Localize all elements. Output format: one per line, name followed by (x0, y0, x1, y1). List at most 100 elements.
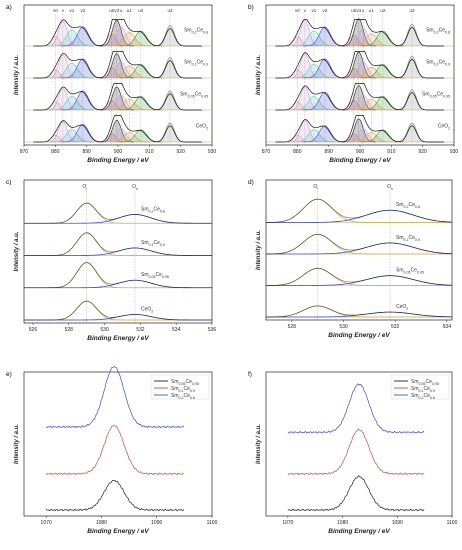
legend-label-part: Sm (411, 393, 419, 399)
series-label: CeO2 (196, 124, 208, 131)
envelope-line (265, 305, 453, 318)
surface-oxygen-peak (266, 275, 453, 286)
peak-label: u1 (127, 8, 133, 13)
panel-a: 870 880 890 900 910 920 930 Binding Energy / eV… (6, 4, 216, 164)
legend-label-sub: 0.8 (190, 396, 195, 400)
legend-label-sub: 0.9 (190, 389, 195, 393)
legend-label-sub: 0.95 (192, 382, 199, 386)
peak-label: u (362, 8, 365, 13)
component-peak (49, 96, 94, 111)
series-label-part: CeO (196, 124, 206, 130)
series-label-part: Sm (426, 28, 434, 34)
x-tick-label: 870 (20, 149, 29, 155)
legend-label-sub: 0.8 (430, 396, 435, 400)
series-label: Sm0.1Ce0.9 (141, 240, 165, 247)
series-label-part: Sm (141, 240, 149, 246)
series-label-sub: 2 (406, 307, 408, 311)
envelope-line (33, 19, 202, 47)
series-label: Sm0.05Ce0.95 (141, 272, 169, 279)
series-label-sub: 0.2 (404, 205, 409, 209)
series-label-part: Ce (154, 240, 161, 246)
component-peak (102, 94, 140, 111)
series-label: Sm0.2Ce0.8 (141, 206, 165, 213)
x-tick-label: 920 (176, 149, 185, 155)
peak-label: u2 (380, 8, 386, 13)
series-label: Sm0.2Ce0.8 (184, 28, 208, 35)
component-peak (106, 65, 152, 79)
x-tick-label: 530 (100, 327, 109, 333)
legend-label-sub: 0.95 (432, 382, 439, 386)
series-label: CeO2 (396, 304, 408, 311)
component-peak (45, 87, 80, 111)
x-axis-label: Binding Energy / eV (329, 157, 391, 164)
legend-label-sub: 0.05 (419, 382, 426, 386)
lattice-oxygen-peak (265, 198, 452, 223)
x-tick-label: 900 (114, 149, 123, 155)
y-axis-label: Intensity / a.u. (14, 231, 20, 271)
series-label-sub: 0.05 (430, 95, 437, 99)
series-label-part: Sm (396, 202, 404, 208)
peak-label: u2 (138, 8, 144, 13)
sm3d-spectrum-line (287, 383, 425, 434)
series-label-sub: 0.8 (415, 205, 420, 209)
series-label-part: Sm (141, 206, 149, 212)
x-tick-label: 528 (65, 327, 74, 333)
sm3d-spectrum-line (287, 428, 425, 476)
y-axis-label: Intensity / a.u. (256, 55, 262, 95)
series-label-sub: 0.05 (188, 95, 195, 99)
x-tick-label: 1080 (96, 520, 107, 526)
peak-label: u3 (168, 8, 174, 13)
legend-label-part: Sm (171, 386, 179, 392)
series-label-sub: 0.1 (192, 63, 197, 67)
series-label: Sm0.2Ce0.8 (396, 202, 420, 209)
envelope-line (275, 51, 444, 79)
series-label-part: Ce (409, 202, 416, 208)
label-sub: s (391, 187, 393, 191)
component-peak (106, 132, 152, 143)
envelope-line (265, 198, 453, 223)
label-part: O (313, 184, 317, 190)
x-tick-label: 532 (136, 327, 145, 333)
series-label-sub: 0.8 (203, 31, 208, 35)
series-label-sub: 0.2 (192, 31, 197, 35)
peak-label: u (120, 8, 123, 13)
series-label-part: Sm (396, 235, 404, 241)
label-sub: s (136, 187, 138, 191)
legend-label-part: Ce (184, 386, 191, 392)
component-peak (287, 119, 322, 143)
series-label: Sm0.05Ce0.95 (422, 92, 450, 99)
component-peak (344, 128, 382, 143)
x-axis-label: Binding Energy / eV (87, 528, 149, 535)
peak-label: v3 (356, 8, 361, 13)
component-peak (344, 94, 382, 111)
x-tick-label: 1070 (41, 520, 52, 526)
envelope-line (275, 19, 444, 47)
series-label-sub: 0.2 (434, 31, 439, 35)
label-sub: l (86, 187, 87, 191)
envelope-line (24, 300, 212, 321)
series-label-part: Ce (439, 60, 446, 66)
y-axis-label: Intensity / a.u. (14, 55, 20, 95)
component-peak (348, 98, 394, 111)
series-label-part: Sm (184, 28, 192, 34)
component-peak (49, 129, 94, 143)
component-peak (348, 132, 394, 143)
panel-label: d) (248, 179, 254, 186)
plot-frame (265, 371, 453, 517)
series-label-sub: 0.05 (404, 271, 411, 275)
component-peak (49, 29, 94, 47)
series-label-sub: 0.95 (162, 275, 169, 279)
y-axis-label: Intensity / a.u. (256, 424, 262, 464)
x-tick-label: 1080 (337, 520, 348, 526)
peak-label: u0 (109, 8, 115, 13)
peak-label: v2 (81, 8, 86, 13)
legend-label-part: Ce (424, 386, 431, 392)
series-label-part: Ce (197, 28, 204, 34)
series-label: CeO2 (141, 306, 153, 313)
component-peak (102, 61, 140, 79)
component-peak (49, 62, 94, 79)
series-label-part: Ce (437, 92, 444, 98)
lattice-oxygen-peak (265, 267, 452, 286)
legend-label: Sm0.2Ce0.8 (171, 393, 195, 400)
x-tick-label: 930 (450, 149, 459, 155)
